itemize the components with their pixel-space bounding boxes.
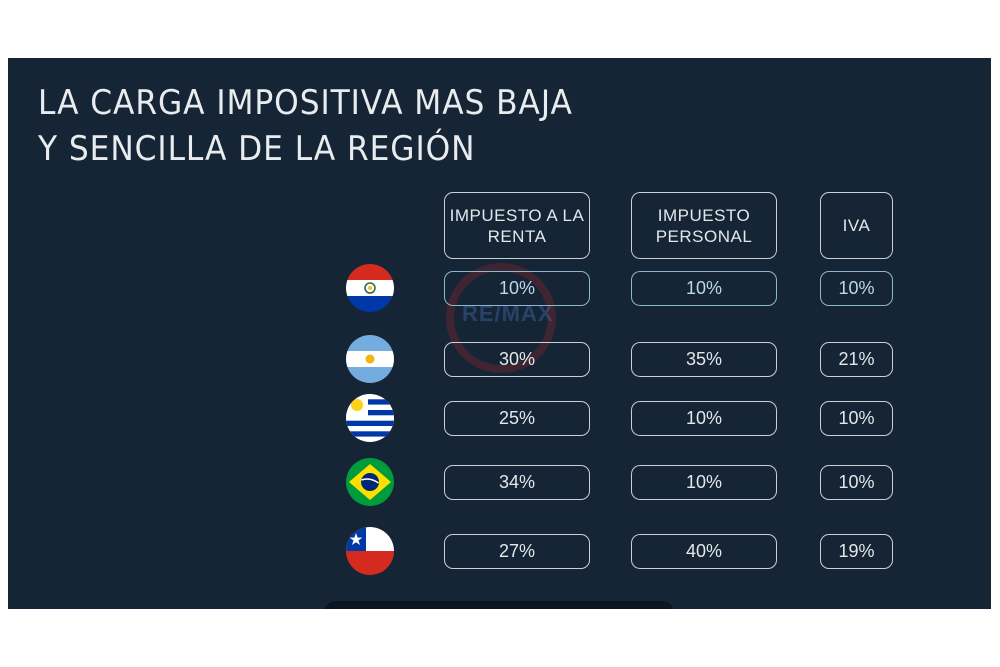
paraguay-flag-icon xyxy=(346,264,394,312)
chile-flag-icon xyxy=(346,527,394,575)
cell-personal: 10% xyxy=(631,271,777,306)
cell-personal: 10% xyxy=(631,401,777,436)
header-impuesto-personal: IMPUESTO PERSONAL xyxy=(631,192,777,259)
cell-iva: 10% xyxy=(820,465,893,500)
cell-renta: 27% xyxy=(444,534,590,569)
cell-renta: 25% xyxy=(444,401,590,436)
cell-renta: 10% xyxy=(444,271,590,306)
cell-iva: 10% xyxy=(820,401,893,436)
tax-infographic-panel: LA CARGA IMPOSITIVA MAS BAJA Y SENCILLA … xyxy=(8,58,991,609)
uruguay-flag-icon xyxy=(346,394,394,442)
page-title: LA CARGA IMPOSITIVA MAS BAJA Y SENCILLA … xyxy=(38,80,573,172)
title-line-1: LA CARGA IMPOSITIVA MAS BAJA xyxy=(38,83,573,123)
bottom-tab-decoration xyxy=(324,601,674,609)
header-iva: IVA xyxy=(820,192,893,259)
cell-personal: 10% xyxy=(631,465,777,500)
cell-personal: 40% xyxy=(631,534,777,569)
cell-renta: 30% xyxy=(444,342,590,377)
title-line-2: Y SENCILLA DE LA REGIÓN xyxy=(38,129,476,169)
brazil-flag-icon xyxy=(346,458,394,506)
cell-renta: 34% xyxy=(444,465,590,500)
cell-personal: 35% xyxy=(631,342,777,377)
argentina-flag-icon xyxy=(346,335,394,383)
cell-iva: 21% xyxy=(820,342,893,377)
cell-iva: 19% xyxy=(820,534,893,569)
header-impuesto-renta: IMPUESTO A LA RENTA xyxy=(444,192,590,259)
cell-iva: 10% xyxy=(820,271,893,306)
